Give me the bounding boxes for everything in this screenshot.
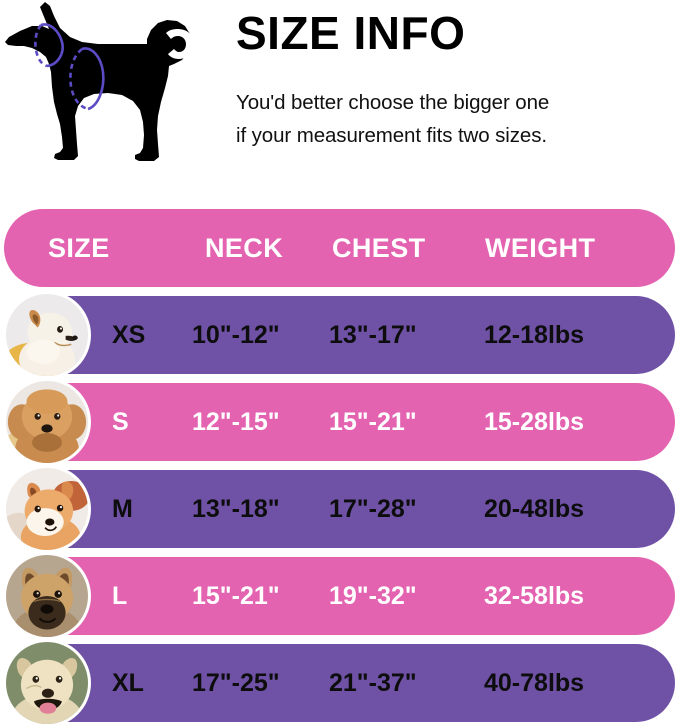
column-header-chest: CHEST — [332, 232, 426, 263]
shiba-inu-photo — [6, 468, 88, 550]
cell-size: M — [112, 494, 133, 523]
size-table: SIZE NECK CHEST WEIGHT XS 10"-12" 13"-17… — [0, 200, 679, 725]
table-row: L 15"-21" 19"-32" 32-58lbs — [4, 557, 675, 635]
cell-weight: 20-48lbs — [484, 494, 585, 523]
cell-weight: 15-28lbs — [484, 407, 585, 436]
cell-size: XL — [112, 668, 144, 697]
french-bulldog-photo — [6, 555, 88, 637]
row-avatar-xs — [3, 291, 91, 379]
row-avatar-s — [3, 378, 91, 466]
cell-weight: 12-18lbs — [484, 320, 585, 349]
cell-size: XS — [112, 320, 146, 349]
labrador-photo — [6, 642, 88, 724]
cell-chest: 21"-37" — [329, 668, 417, 697]
cell-chest: 15"-21" — [329, 407, 417, 436]
cell-chest: 13"-17" — [329, 320, 417, 349]
table-row: S 12"-15" 15"-21" 15-28lbs — [4, 383, 675, 461]
cell-weight: 32-58lbs — [484, 581, 585, 610]
header-section: SIZE INFO You'd better choose the bigger… — [0, 0, 679, 200]
row-avatar-xl — [3, 639, 91, 725]
poodle-photo — [6, 381, 88, 463]
cell-neck: 17"-25" — [192, 668, 280, 697]
table-row: XL 17"-25" 21"-37" 40-78lbs — [4, 644, 675, 722]
subtitle-line-2: if your measurement fits two sizes. — [236, 123, 547, 147]
column-header-weight: WEIGHT — [485, 232, 596, 263]
subtitle: You'd better choose the bigger one if yo… — [236, 86, 676, 152]
row-avatar-l — [3, 552, 91, 640]
cell-neck: 10"-12" — [192, 320, 280, 349]
pomeranian-photo — [6, 294, 88, 376]
table-row: M 13"-18" 17"-28" 20-48lbs — [4, 470, 675, 548]
cell-neck: 15"-21" — [192, 581, 280, 610]
page-title: SIZE INFO — [236, 7, 466, 59]
row-avatar-m — [3, 465, 91, 553]
cell-size: S — [112, 407, 129, 436]
cell-weight: 40-78lbs — [484, 668, 585, 697]
cell-neck: 13"-18" — [192, 494, 280, 523]
cell-neck: 12"-15" — [192, 407, 280, 436]
table-row: XS 10"-12" 13"-17" 12-18lbs — [4, 296, 675, 374]
header-text-block: SIZE INFO You'd better choose the bigger… — [236, 7, 676, 152]
table-header-row: SIZE NECK CHEST WEIGHT — [4, 209, 675, 287]
cell-chest: 19"-32" — [329, 581, 417, 610]
cell-chest: 17"-28" — [329, 494, 417, 523]
dog-measurement-diagram-icon — [2, 2, 217, 182]
cell-size: L — [112, 581, 128, 610]
column-header-size: SIZE — [48, 232, 110, 263]
subtitle-line-1: You'd better choose the bigger one — [236, 90, 550, 114]
column-header-neck: NECK — [205, 232, 284, 263]
